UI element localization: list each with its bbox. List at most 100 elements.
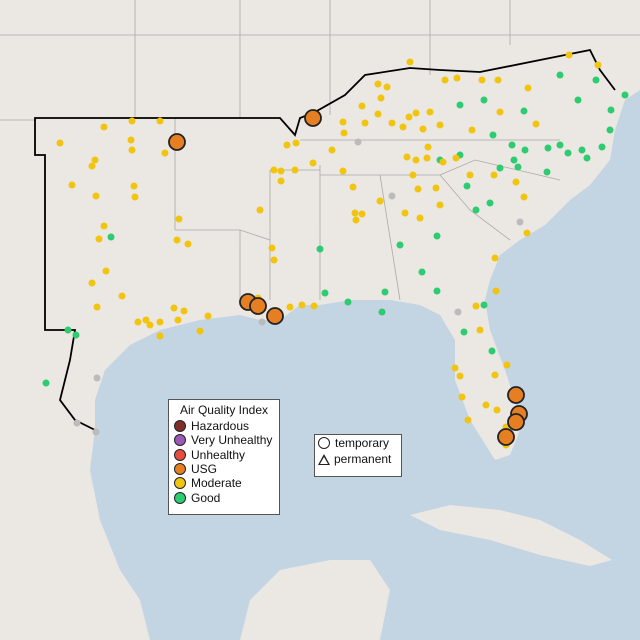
- monitor-marker-mod[interactable]: [441, 76, 449, 84]
- monitor-marker-mod[interactable]: [277, 167, 285, 175]
- monitor-marker-mod[interactable]: [458, 393, 466, 401]
- monitor-marker-good[interactable]: [564, 149, 572, 157]
- monitor-marker-mod[interactable]: [277, 177, 285, 185]
- monitor-marker-usg[interactable]: [497, 428, 515, 446]
- monitor-marker-good[interactable]: [592, 76, 600, 84]
- monitor-marker-mod[interactable]: [91, 156, 99, 164]
- monitor-marker-mod[interactable]: [92, 192, 100, 200]
- monitor-marker-good[interactable]: [107, 233, 115, 241]
- monitor-marker-mod[interactable]: [131, 193, 139, 201]
- monitor-marker-mod[interactable]: [328, 146, 336, 154]
- monitor-marker-good[interactable]: [456, 101, 464, 109]
- monitor-marker-good[interactable]: [607, 106, 615, 114]
- monitor-marker-mod[interactable]: [503, 361, 511, 369]
- monitor-marker-mod[interactable]: [512, 178, 520, 186]
- monitor-marker-mod[interactable]: [339, 167, 347, 175]
- monitor-marker-mod[interactable]: [68, 181, 76, 189]
- monitor-marker-mod[interactable]: [412, 109, 420, 117]
- monitor-marker-mod[interactable]: [134, 318, 142, 326]
- monitor-marker-good[interactable]: [556, 141, 564, 149]
- monitor-marker-mod[interactable]: [56, 139, 64, 147]
- monitor-marker-good[interactable]: [486, 199, 494, 207]
- monitor-marker-mod[interactable]: [310, 302, 318, 310]
- monitor-marker-good[interactable]: [433, 287, 441, 295]
- monitor-marker-good[interactable]: [418, 268, 426, 276]
- monitor-marker-good[interactable]: [460, 328, 468, 336]
- monitor-marker-usg[interactable]: [304, 109, 322, 127]
- monitor-marker-mod[interactable]: [472, 302, 480, 310]
- monitor-marker-usg[interactable]: [507, 413, 525, 431]
- monitor-marker-good[interactable]: [514, 163, 522, 171]
- monitor-marker-good[interactable]: [556, 71, 564, 79]
- monitor-marker-nd[interactable]: [516, 218, 524, 226]
- monitor-marker-mod[interactable]: [409, 171, 417, 179]
- monitor-marker-mod[interactable]: [128, 146, 136, 154]
- monitor-marker-good[interactable]: [480, 96, 488, 104]
- monitor-marker-good[interactable]: [489, 131, 497, 139]
- monitor-marker-mod[interactable]: [374, 80, 382, 88]
- monitor-marker-mod[interactable]: [436, 121, 444, 129]
- monitor-marker-mod[interactable]: [156, 318, 164, 326]
- monitor-marker-mod[interactable]: [204, 312, 212, 320]
- monitor-marker-nd[interactable]: [258, 318, 266, 326]
- monitor-marker-good[interactable]: [381, 288, 389, 296]
- monitor-marker-mod[interactable]: [339, 118, 347, 126]
- monitor-marker-mod[interactable]: [594, 61, 602, 69]
- monitor-marker-mod[interactable]: [493, 406, 501, 414]
- monitor-marker-mod[interactable]: [406, 58, 414, 66]
- monitor-marker-mod[interactable]: [490, 171, 498, 179]
- monitor-marker-mod[interactable]: [102, 267, 110, 275]
- monitor-marker-mod[interactable]: [256, 206, 264, 214]
- monitor-marker-nd[interactable]: [354, 138, 362, 146]
- monitor-marker-good[interactable]: [583, 154, 591, 162]
- monitor-marker-mod[interactable]: [496, 108, 504, 116]
- monitor-marker-mod[interactable]: [405, 113, 413, 121]
- monitor-marker-mod[interactable]: [127, 136, 135, 144]
- monitor-marker-good[interactable]: [396, 241, 404, 249]
- monitor-marker-mod[interactable]: [377, 94, 385, 102]
- monitor-marker-good[interactable]: [606, 126, 614, 134]
- monitor-marker-mod[interactable]: [482, 401, 490, 409]
- monitor-marker-mod[interactable]: [351, 209, 359, 217]
- monitor-marker-good[interactable]: [72, 331, 80, 339]
- monitor-marker-good[interactable]: [64, 326, 72, 334]
- monitor-marker-mod[interactable]: [403, 153, 411, 161]
- monitor-marker-mod[interactable]: [88, 279, 96, 287]
- monitor-marker-good[interactable]: [433, 232, 441, 240]
- monitor-marker-good[interactable]: [42, 379, 50, 387]
- monitor-marker-mod[interactable]: [494, 76, 502, 84]
- monitor-marker-mod[interactable]: [439, 158, 447, 166]
- monitor-marker-mod[interactable]: [100, 123, 108, 131]
- monitor-marker-mod[interactable]: [128, 117, 136, 125]
- monitor-marker-mod[interactable]: [349, 183, 357, 191]
- monitor-marker-mod[interactable]: [436, 201, 444, 209]
- monitor-marker-nd[interactable]: [454, 308, 462, 316]
- monitor-marker-usg[interactable]: [249, 297, 267, 315]
- monitor-marker-nd[interactable]: [73, 419, 81, 427]
- monitor-marker-mod[interactable]: [283, 141, 291, 149]
- monitor-marker-mod[interactable]: [352, 216, 360, 224]
- monitor-marker-mod[interactable]: [523, 229, 531, 237]
- monitor-marker-mod[interactable]: [478, 76, 486, 84]
- monitor-marker-nd[interactable]: [93, 374, 101, 382]
- monitor-marker-good[interactable]: [480, 301, 488, 309]
- monitor-marker-mod[interactable]: [292, 139, 300, 147]
- monitor-marker-mod[interactable]: [374, 110, 382, 118]
- monitor-marker-mod[interactable]: [286, 303, 294, 311]
- monitor-marker-good[interactable]: [544, 144, 552, 152]
- monitor-marker-mod[interactable]: [414, 185, 422, 193]
- monitor-marker-mod[interactable]: [451, 364, 459, 372]
- monitor-marker-mod[interactable]: [268, 244, 276, 252]
- monitor-marker-good[interactable]: [316, 245, 324, 253]
- monitor-marker-mod[interactable]: [401, 209, 409, 217]
- monitor-marker-mod[interactable]: [173, 236, 181, 244]
- monitor-marker-mod[interactable]: [161, 149, 169, 157]
- monitor-marker-mod[interactable]: [142, 316, 150, 324]
- monitor-marker-mod[interactable]: [492, 287, 500, 295]
- monitor-marker-mod[interactable]: [361, 119, 369, 127]
- monitor-marker-mod[interactable]: [100, 222, 108, 230]
- monitor-marker-mod[interactable]: [156, 332, 164, 340]
- monitor-marker-mod[interactable]: [291, 166, 299, 174]
- monitor-marker-good[interactable]: [574, 96, 582, 104]
- monitor-marker-mod[interactable]: [464, 416, 472, 424]
